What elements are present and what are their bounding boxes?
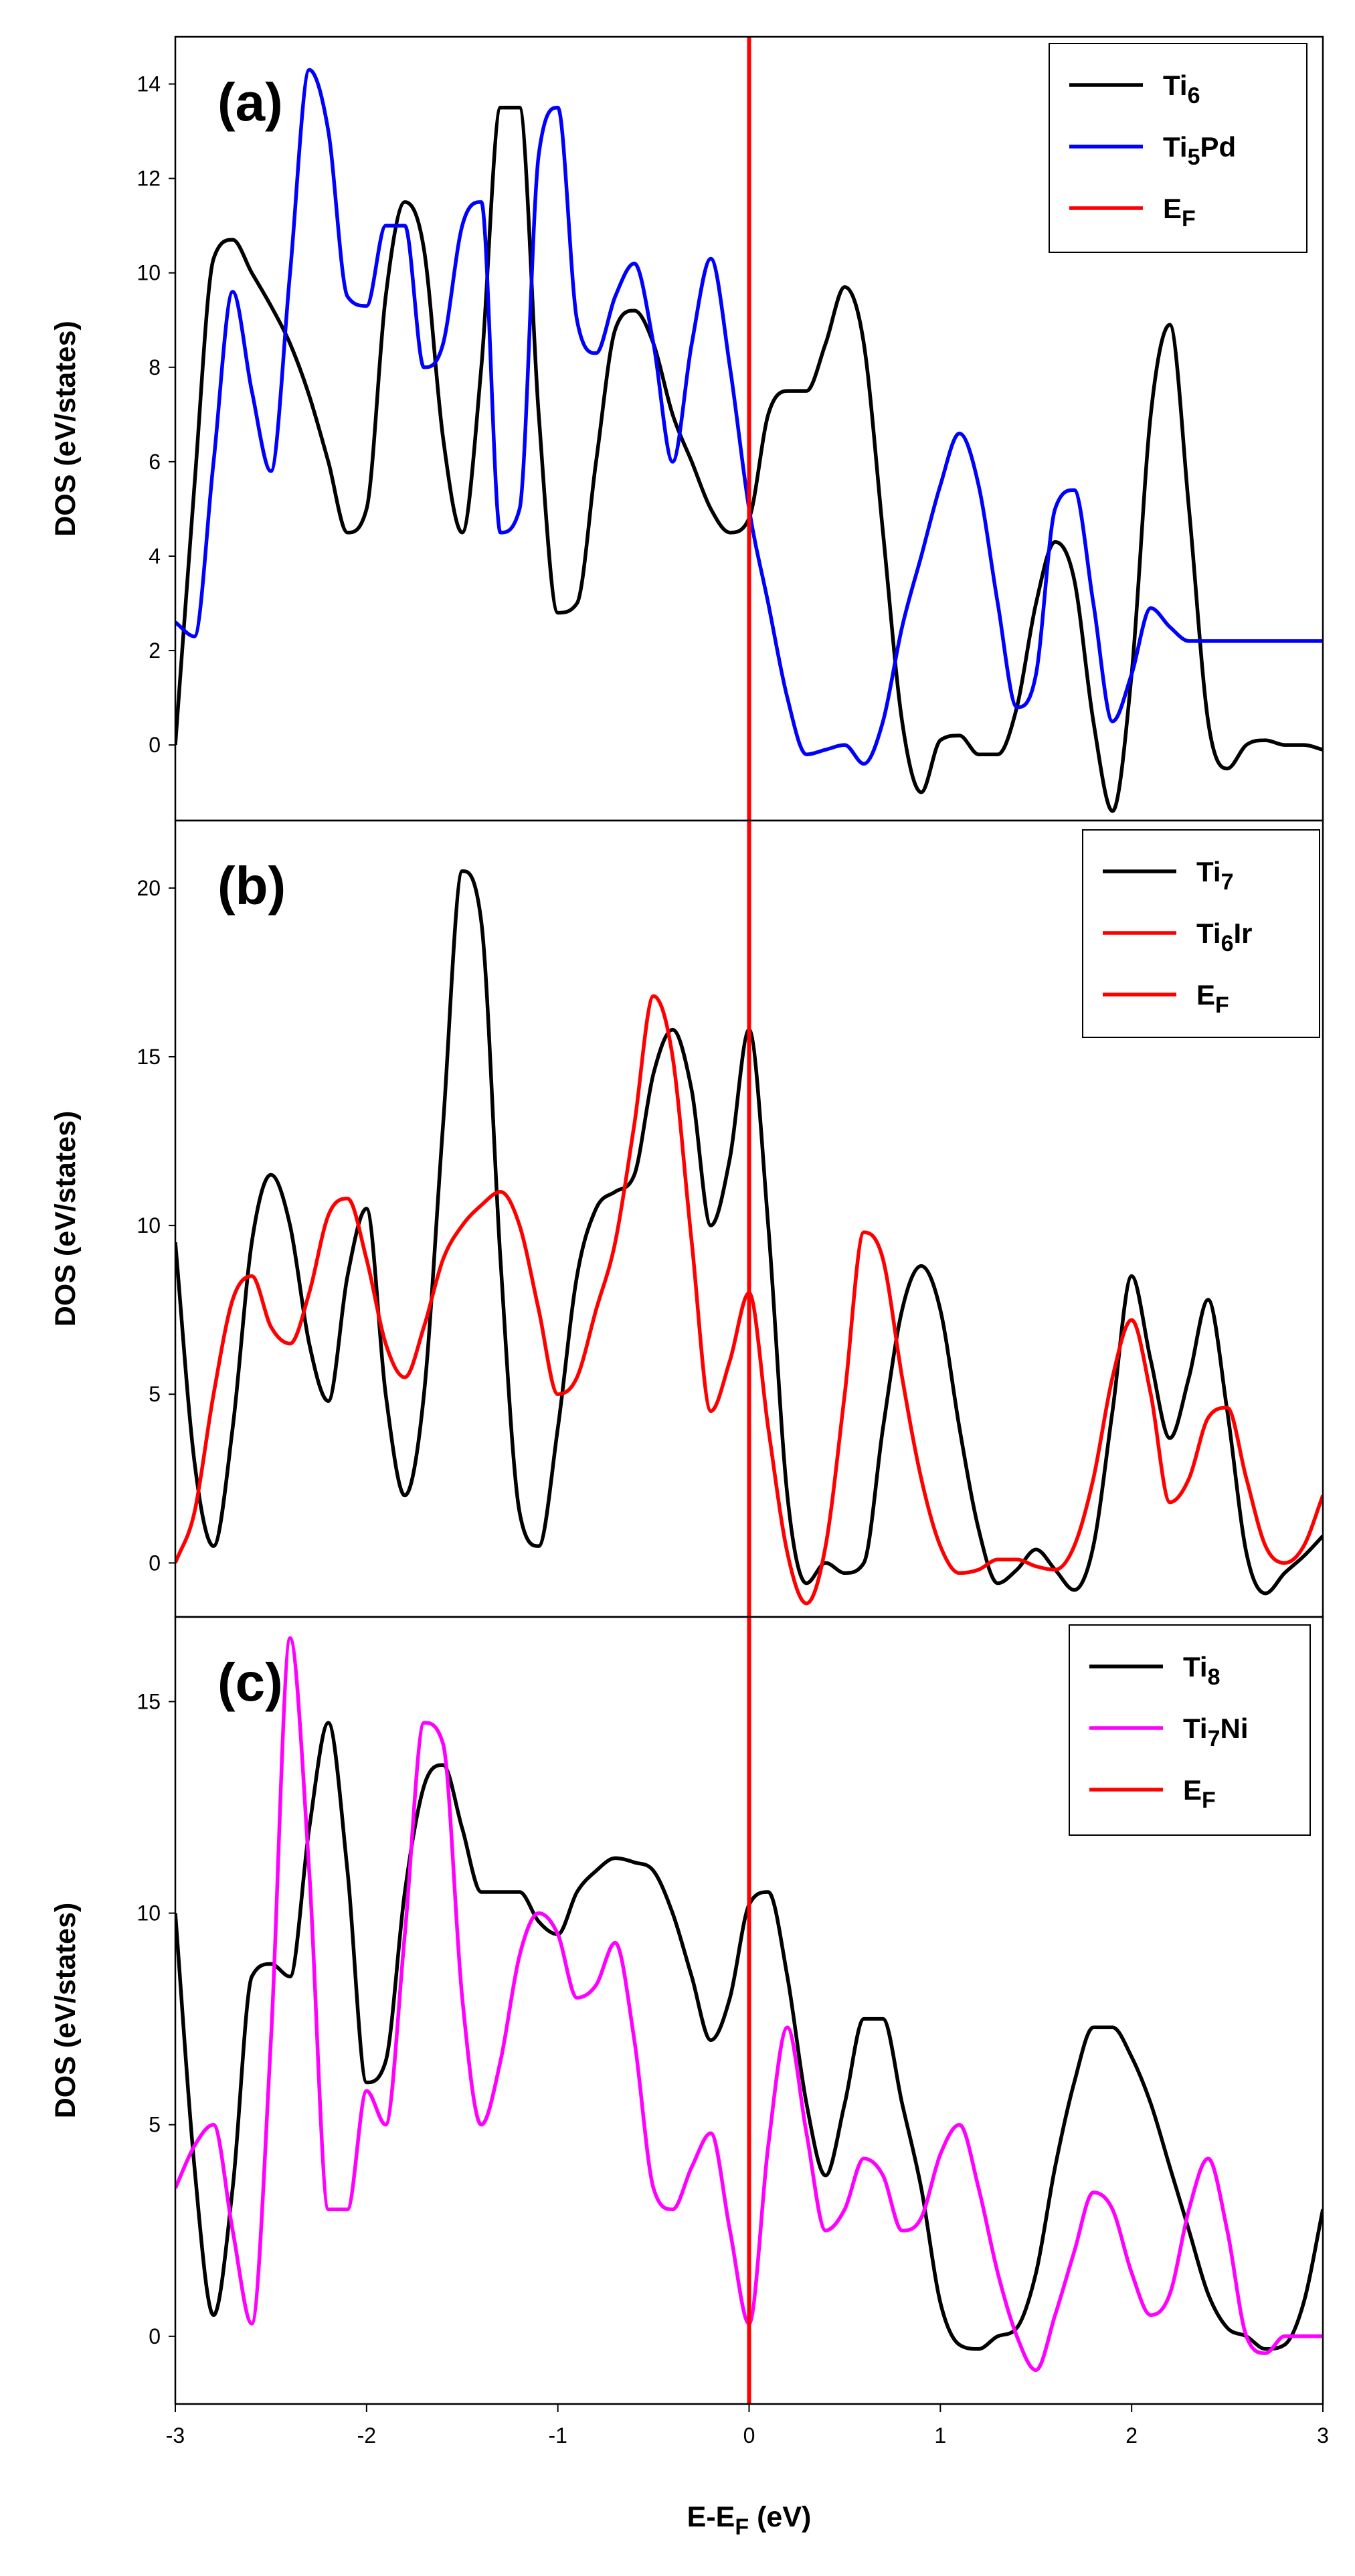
y-tick-label: 4 <box>149 544 161 568</box>
legend-entry: EF <box>1196 979 1229 1018</box>
x-axis-label: E-EF (eV) <box>687 2501 812 2540</box>
y-tick-label: 10 <box>137 1901 161 1925</box>
legend-entry: Ti8 <box>1183 1651 1221 1690</box>
y-tick-label: 2 <box>149 638 161 663</box>
y-tick-label: 10 <box>137 261 161 285</box>
y-tick-label: 10 <box>137 1213 161 1237</box>
legend: Ti6 Ti5Pd EF <box>1049 43 1307 253</box>
y-tick-label: 8 <box>149 355 161 379</box>
legend-entry: Ti7 <box>1196 856 1234 895</box>
y-tick-label: 6 <box>149 450 161 474</box>
legend: Ti7 Ti6Ir EF <box>1082 829 1320 1038</box>
y-axis-label: DOS (eV/states) <box>50 1903 82 2119</box>
y-tick-label: 14 <box>137 72 161 96</box>
y-tick-label: 0 <box>149 2324 161 2348</box>
x-tick-label: 2 <box>1125 2423 1138 2448</box>
series-line-Ti8 <box>175 1721 1323 2351</box>
series-line-Ti7Ni <box>175 1636 1323 2373</box>
panel-label: (a) <box>217 72 283 132</box>
x-tick-label: 3 <box>1317 2423 1329 2448</box>
y-axis-label: DOS (eV/states) <box>50 1111 82 1327</box>
x-tick-label: 1 <box>934 2423 946 2448</box>
legend-entry: Ti6 <box>1163 70 1200 108</box>
legend-box <box>1069 1624 1311 1836</box>
y-tick-label: 15 <box>137 1689 161 1713</box>
legend-entry: Ti6Ir <box>1196 918 1253 956</box>
panel-1: 0 2 4 6 8 10 12 14 DOS (eV/states) (a) Ti6 Ti5Pd EF <box>50 35 1324 822</box>
series-line-Ti5Pd <box>175 68 1323 766</box>
legend-entry: Ti5Pd <box>1163 131 1236 170</box>
series-line-Ti6Ir <box>175 994 1323 1606</box>
x-tick-label: -1 <box>548 2423 567 2448</box>
legend-entry: EF <box>1183 1774 1216 1813</box>
series-line-Ti7 <box>175 869 1323 1596</box>
y-tick-label: 5 <box>149 1382 161 1406</box>
legend: Ti8 Ti7Ni EF <box>1069 1624 1311 1836</box>
y-tick-label: 0 <box>149 1551 161 1575</box>
y-tick-label: 15 <box>137 1045 161 1069</box>
x-tick-label: -3 <box>166 2423 185 2448</box>
legend-entry: EF <box>1163 193 1196 232</box>
y-tick-label: 12 <box>137 167 161 191</box>
y-tick-label: 5 <box>149 2113 161 2137</box>
y-tick-label: 0 <box>149 733 161 757</box>
panel-2: 0 5 10 15 20 DOS (eV/states) (b) Ti7 Ti6Ir EF <box>50 819 1324 1618</box>
x-tick-label: -2 <box>357 2423 376 2448</box>
panel-label: (c) <box>217 1652 283 1712</box>
panel-label: (b) <box>217 856 286 916</box>
legend-entry: Ti7Ni <box>1183 1713 1249 1751</box>
y-axis-label: DOS (eV/states) <box>50 321 82 537</box>
y-tick-label: 20 <box>137 876 161 900</box>
x-tick-label: 0 <box>743 2423 755 2448</box>
